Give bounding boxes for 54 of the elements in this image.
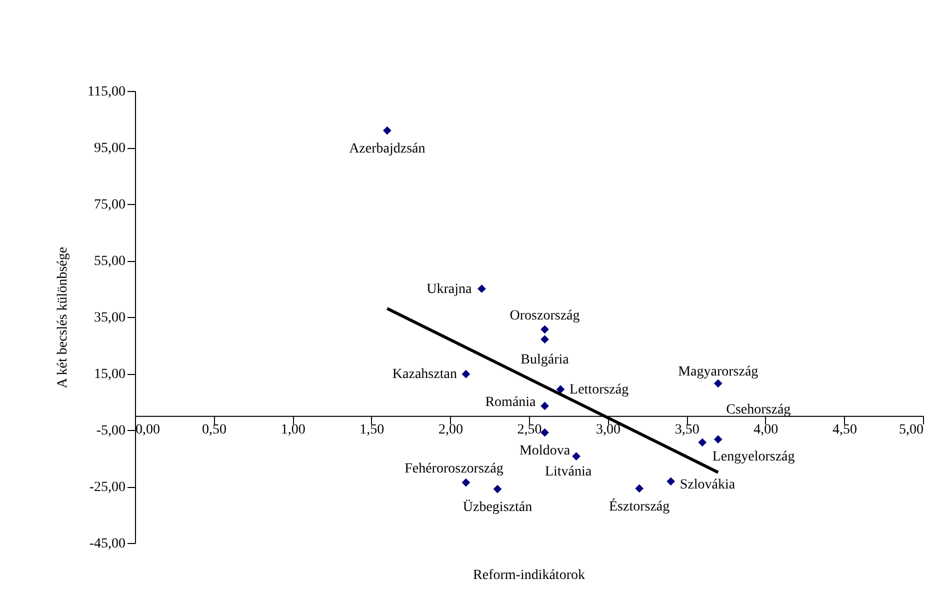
y-tick-label: 75,00 [94,198,126,212]
x-tick-label: 4,50 [832,422,857,438]
x-tick-label: 3,00 [596,422,621,438]
x-tick-label: 4,00 [754,422,778,438]
point [540,335,549,344]
annotation: Bulgária [520,352,570,368]
annotation: Magyarország [678,364,758,380]
x-tick-label: 0,00 [136,422,160,438]
y-tick-label: 55,00 [94,254,126,269]
point [493,484,502,494]
x-tick-label: 0,50 [202,422,227,438]
annotation: Üzbegisztán [462,499,532,516]
annotation: Moldova [519,444,571,459]
annotation: Kazahsztan [392,367,457,382]
x-tick-label: 3,50 [674,422,700,438]
annotation: Csehország [726,402,791,418]
y-tick-label: 95,00 [94,141,126,156]
point [635,484,644,493]
point [714,435,722,444]
point [556,385,565,394]
y-axis-title: A két becslés különbsége [56,246,71,388]
x-tick-label: 2,50 [517,422,542,438]
y-tick-label: -25,00 [89,480,126,495]
point [540,428,549,437]
point [540,325,549,334]
point [714,379,722,388]
annotation: Észtország [608,497,670,514]
x-tick-label: 2,00 [438,422,463,438]
y-tick-label: -45,00 [89,536,126,552]
x-tick-label: 5,00 [899,422,924,438]
y-tick-label: 15,00 [94,367,126,382]
point [540,402,549,410]
x-axis-title: Reform-indikátorok [473,568,585,583]
y-tick-label: -5,00 [96,424,126,438]
annotation: Fehéroroszország [404,462,504,477]
annotation: Ukrajna [426,282,472,297]
point [572,452,580,460]
annotation: Lettország [570,382,629,398]
point [462,370,470,378]
point [462,478,470,487]
annotation: Románia [485,394,537,410]
y-tick-label: 35,00 [94,310,126,326]
x-tick-label: 1,00 [280,422,306,438]
y-tick-label: 115,00 [88,84,126,100]
point [666,477,676,486]
annotation: Litvánia [544,464,592,480]
x-tick-label: 1,50 [360,422,384,438]
annotation: Oroszország [510,308,580,324]
point [698,438,707,447]
annotation: Azerbajdzsán [349,142,426,157]
annotation: Szlovákia [680,477,736,492]
point [478,284,486,293]
annotation: Lengyelország [712,449,795,464]
point [382,126,392,135]
